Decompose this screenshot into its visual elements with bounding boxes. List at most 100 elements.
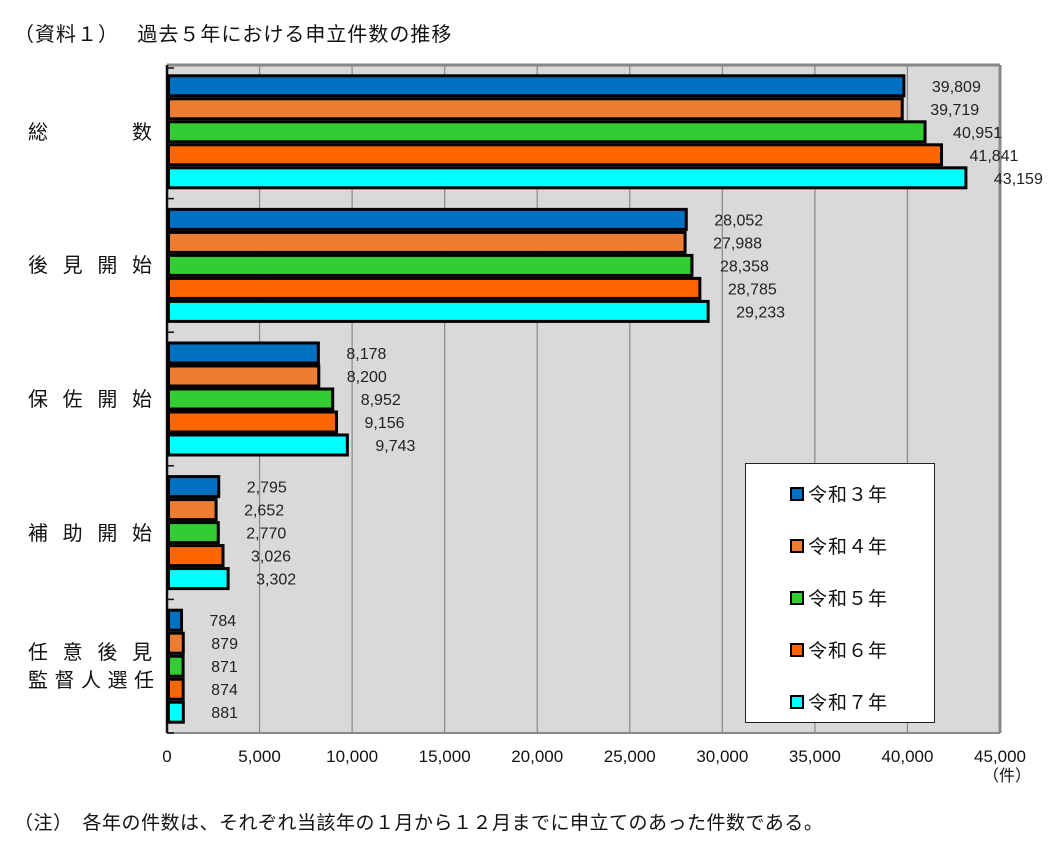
category-label-char: 人 xyxy=(81,666,101,694)
category-label-char: 補 xyxy=(28,519,50,547)
bar xyxy=(169,99,903,119)
bar xyxy=(169,523,219,543)
bar xyxy=(169,76,904,96)
bar xyxy=(169,569,229,589)
x-tick-label: 0 xyxy=(162,747,171,766)
legend-label: 令和５年 xyxy=(808,584,888,611)
bar xyxy=(169,255,692,275)
x-tick-label: 40,000 xyxy=(881,747,933,766)
category-label-char: 佐 xyxy=(63,385,85,413)
data-label: 2,770 xyxy=(246,526,286,543)
data-label: 879 xyxy=(211,636,238,653)
data-label: 39,719 xyxy=(930,102,979,119)
category-label-char: 監 xyxy=(28,666,48,694)
bar xyxy=(169,412,337,432)
bar xyxy=(169,610,182,630)
x-tick-label: 30,000 xyxy=(696,747,748,766)
data-label: 40,951 xyxy=(953,125,1002,142)
bar xyxy=(169,477,219,497)
legend-label: 令和３年 xyxy=(808,480,888,507)
data-label: 784 xyxy=(210,613,237,630)
legend: 令和３年令和４年令和５年令和６年令和７年 xyxy=(745,463,935,723)
category-label-char: 開 xyxy=(97,251,119,279)
data-label: 43,159 xyxy=(994,171,1043,188)
data-label: 9,743 xyxy=(375,438,415,455)
bar xyxy=(169,278,700,298)
data-label: 3,302 xyxy=(256,572,296,589)
data-label: 8,200 xyxy=(347,369,387,386)
category-label-char: 任 xyxy=(134,666,154,694)
x-tick-label: 25,000 xyxy=(604,747,656,766)
category-label-char: 開 xyxy=(97,519,119,547)
legend-swatch xyxy=(790,487,804,501)
bar xyxy=(169,232,686,252)
bar xyxy=(169,702,184,722)
data-label: 881 xyxy=(211,705,238,722)
category-label-char: 意 xyxy=(63,638,85,666)
bar xyxy=(169,500,217,520)
data-label: 9,156 xyxy=(364,415,404,432)
data-label: 874 xyxy=(211,682,238,699)
category-label-char: 開 xyxy=(97,385,119,413)
x-tick-label: 35,000 xyxy=(789,747,841,766)
category-label-char: 見 xyxy=(132,638,154,666)
data-label: 28,785 xyxy=(728,281,777,298)
bar xyxy=(169,301,709,321)
category-label: 補助開始 xyxy=(28,519,154,547)
bar xyxy=(169,343,319,363)
data-label: 28,358 xyxy=(720,258,769,275)
bar xyxy=(169,168,966,188)
category-label-char: 任 xyxy=(28,638,50,666)
category-label-char: 後 xyxy=(97,638,119,666)
category-label-char: 助 xyxy=(63,519,85,547)
data-label: 3,026 xyxy=(251,549,291,566)
bar xyxy=(169,389,333,409)
category-label-char: 保 xyxy=(28,385,50,413)
category-label: 総数 xyxy=(28,118,154,146)
bar xyxy=(169,546,224,566)
category-label-char: 督 xyxy=(55,666,75,694)
bar xyxy=(169,679,184,699)
bar xyxy=(169,435,348,455)
category-label-char: 始 xyxy=(132,251,154,279)
legend-swatch xyxy=(790,539,804,553)
category-label-char: 数 xyxy=(132,118,154,146)
legend-label: 令和７年 xyxy=(808,688,888,715)
category-label-char: 選 xyxy=(108,666,128,694)
x-tick-label: 10,000 xyxy=(326,747,378,766)
bar xyxy=(169,633,184,653)
bar xyxy=(169,145,942,165)
data-label: 29,233 xyxy=(736,304,785,321)
category-label-char: 始 xyxy=(132,385,154,413)
legend-item: 令和５年 xyxy=(790,584,888,611)
legend-label: 令和６年 xyxy=(808,636,888,663)
data-label: 28,052 xyxy=(714,212,763,229)
category-label-char: 見 xyxy=(63,251,85,279)
data-label: 8,178 xyxy=(346,346,386,363)
legend-item: 令和４年 xyxy=(790,532,888,559)
x-tick-label: 15,000 xyxy=(419,747,471,766)
bar xyxy=(169,366,319,386)
data-label: 2,795 xyxy=(247,480,287,497)
x-axis-unit: （件） xyxy=(983,762,1031,786)
x-tick-label: 20,000 xyxy=(511,747,563,766)
bar xyxy=(169,122,926,142)
category-label-char: 後 xyxy=(28,251,50,279)
x-tick-label: 5,000 xyxy=(238,747,281,766)
category-label: 後見開始 xyxy=(28,251,154,279)
legend-item: 令和３年 xyxy=(790,480,888,507)
category-label: 保佐開始 xyxy=(28,385,154,413)
legend-item: 令和７年 xyxy=(790,688,888,715)
category-label-char: 始 xyxy=(132,519,154,547)
data-label: 871 xyxy=(211,659,238,676)
category-label-char: 総 xyxy=(28,118,50,146)
legend-label: 令和４年 xyxy=(808,532,888,559)
footnote: （注） 各年の件数は、それぞれ当該年の１月から１２月までに申立てのあった件数であ… xyxy=(14,808,823,835)
legend-swatch xyxy=(790,695,804,709)
category-label: 任意後見監督人選任 xyxy=(28,638,154,694)
data-label: 2,652 xyxy=(244,503,284,520)
legend-swatch xyxy=(790,643,804,657)
data-label: 27,988 xyxy=(713,235,762,252)
legend-item: 令和６年 xyxy=(790,636,888,663)
